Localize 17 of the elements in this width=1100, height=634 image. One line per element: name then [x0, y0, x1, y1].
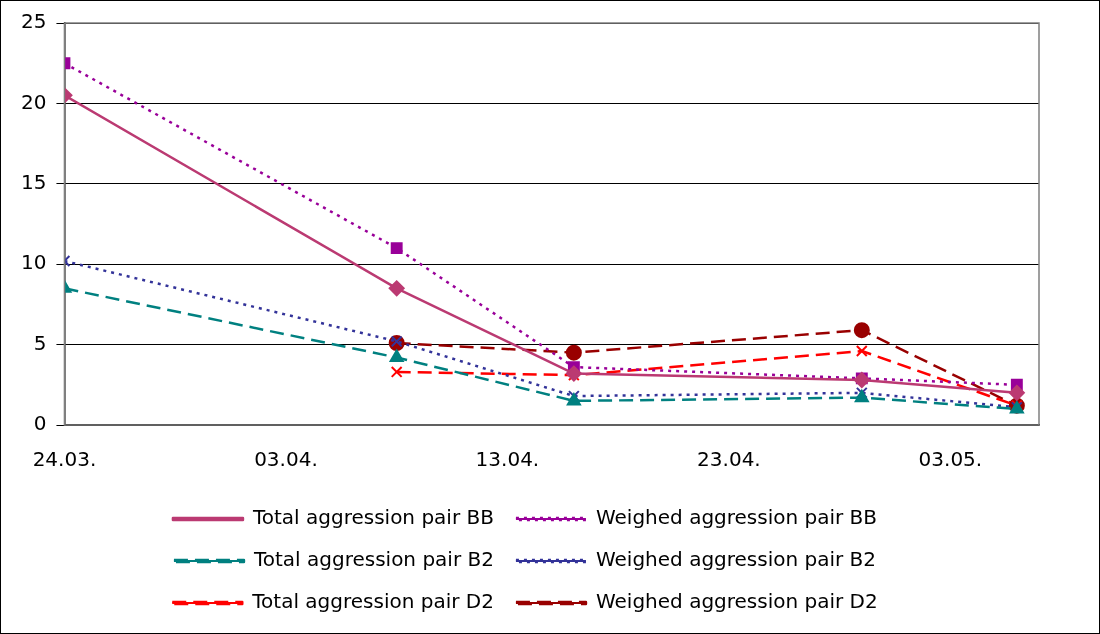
legend-label: Weighed aggression pair B2 — [595, 547, 877, 572]
x-tick-label: 03.04. — [254, 447, 318, 472]
legend-label: Total aggression pair B2 — [252, 547, 494, 572]
y-tick-label: 20 — [21, 89, 47, 114]
x-tick-label: 23.04. — [697, 447, 761, 472]
y-tick-label: 15 — [21, 170, 47, 194]
legend-label: Total aggression pair BB — [251, 505, 494, 530]
y-tick-label: 0 — [33, 411, 47, 436]
y-tick-label: 10 — [21, 250, 47, 275]
x-tick-label: 13.04. — [475, 447, 540, 472]
y-tick-label: 5 — [33, 330, 47, 355]
x-tick-label: 24.03. — [32, 447, 97, 472]
legend-label: Weighed aggression pair BB — [595, 505, 878, 530]
x-tick-label: 03.05. — [918, 447, 983, 472]
y-tick-label: 25 — [21, 9, 47, 34]
legend-label: Total aggression pair D2 — [251, 589, 494, 614]
legend-label: Weighed aggression pair D2 — [595, 589, 878, 614]
